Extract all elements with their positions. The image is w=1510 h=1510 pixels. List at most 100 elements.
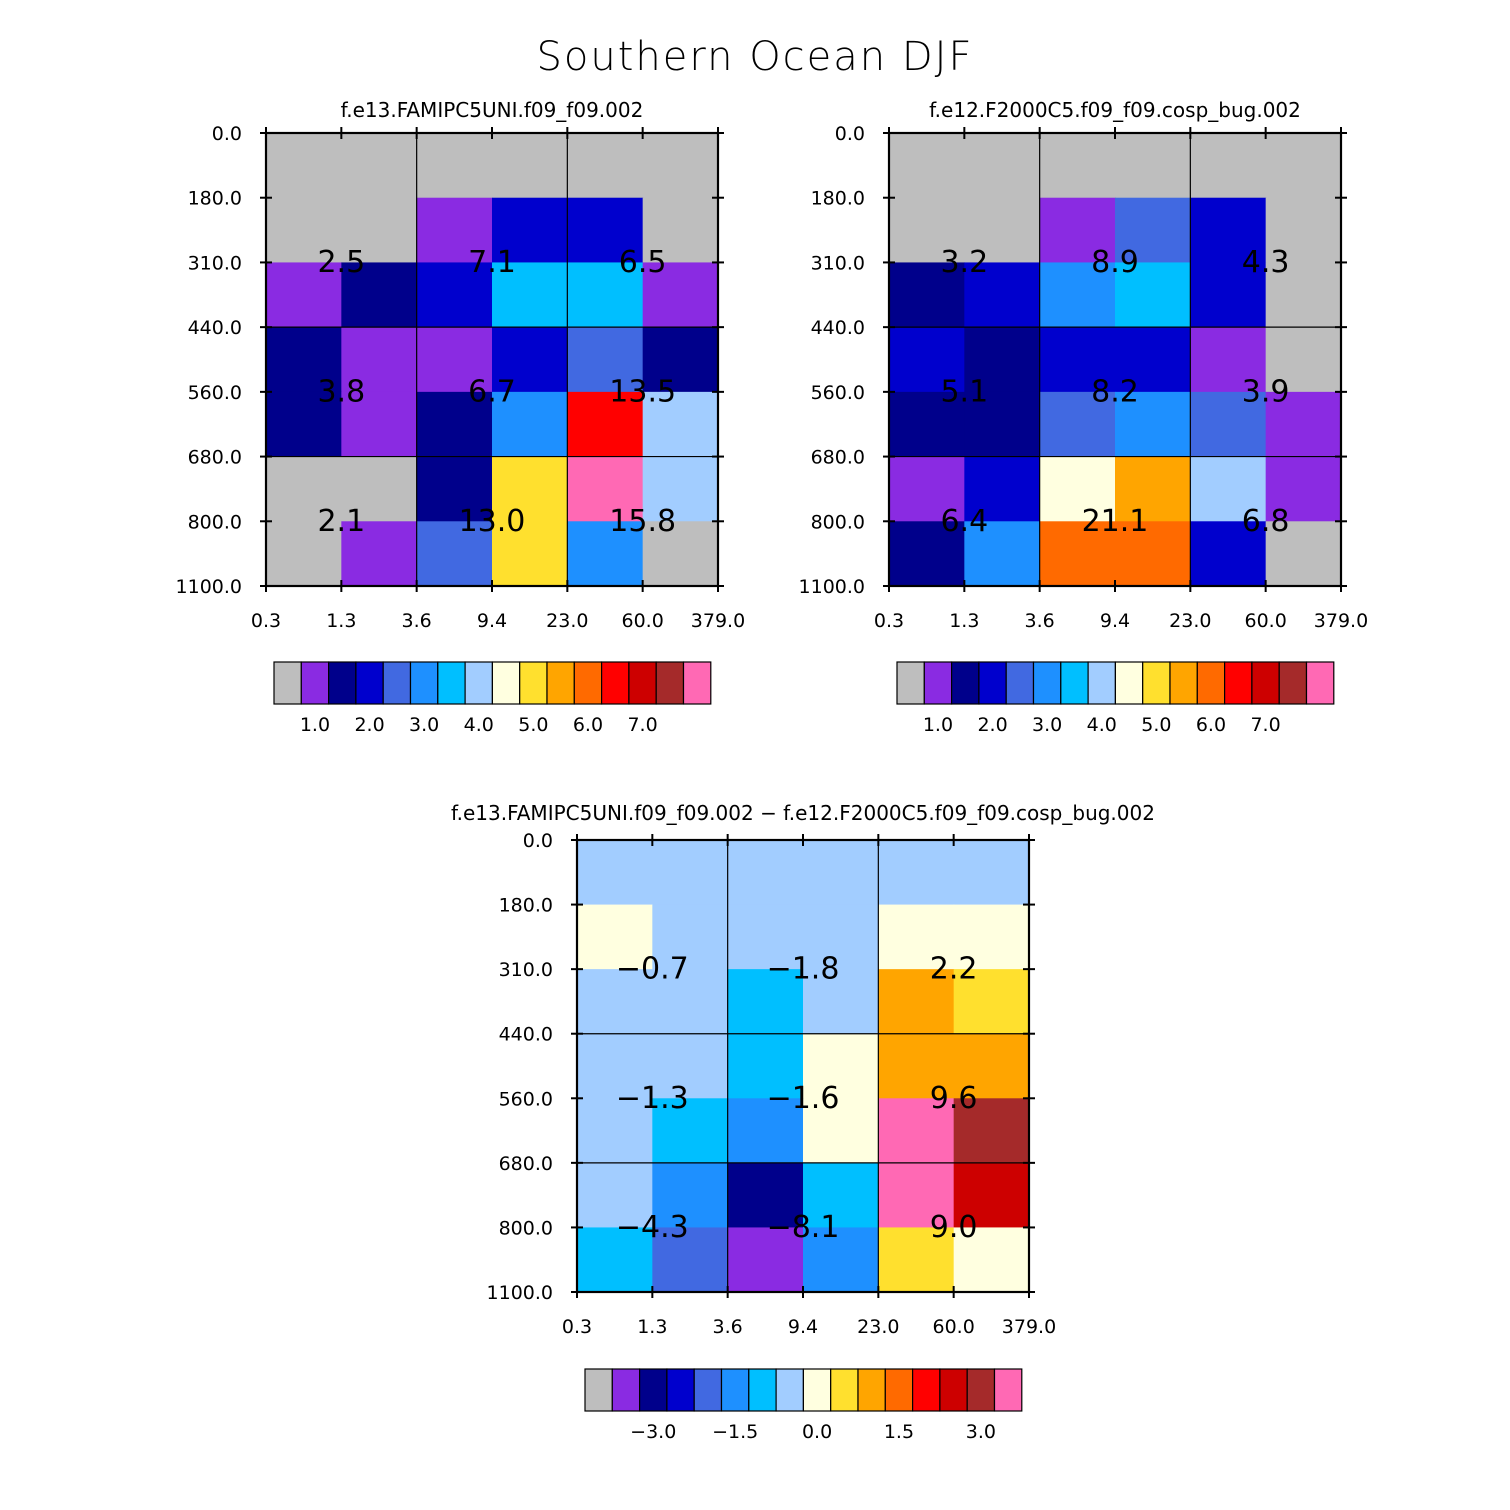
- heatmap-cell: [953, 904, 1030, 970]
- colorbar-swatch: [978, 661, 1007, 705]
- heatmap-cell: [567, 197, 644, 264]
- heatmap-cell: [492, 327, 568, 393]
- cell-value-label: −0.7: [616, 952, 689, 987]
- x-tick-label: 23.0: [1169, 610, 1211, 632]
- colorbar-swatch: [911, 1368, 941, 1412]
- colorbar-label: 4.0: [1087, 714, 1117, 736]
- y-tick-label: 310.0: [188, 252, 242, 274]
- heatmap-cell: [878, 904, 955, 970]
- heatmap-cell: [341, 262, 418, 328]
- colorbar-swatch: [328, 661, 357, 705]
- heatmap-cell: [1190, 391, 1267, 458]
- heatmap-cell: [964, 521, 1041, 587]
- heatmap-cell: [1265, 197, 1342, 264]
- colorbar: 1.0 2.0 3.0 4.0 5.0 6.0 7.0: [273, 661, 712, 736]
- heatmap-cell: [1115, 327, 1191, 393]
- heatmap-cell: [889, 133, 965, 199]
- cell-value-label: 9.0: [930, 1210, 978, 1245]
- x-tick-label: 60.0: [1245, 610, 1287, 632]
- heatmap-cell: [341, 133, 418, 199]
- heatmap-cell: [727, 1227, 804, 1293]
- heatmap-cell: [1190, 262, 1267, 328]
- x-tick-label: 379.0: [1002, 1316, 1056, 1338]
- cell-value-label: 3.8: [317, 374, 365, 409]
- y-tick-label: 1100.0: [176, 576, 242, 598]
- heatmap-cell: [889, 262, 965, 328]
- heatmap-cell: [416, 391, 493, 458]
- heatmap-cell: [964, 133, 1041, 199]
- y-tick-label: 1100.0: [487, 1282, 553, 1304]
- colorbar-swatch: [1305, 661, 1335, 705]
- heatmap-cell: [1039, 197, 1116, 264]
- y-tick-label: 440.0: [811, 317, 865, 339]
- x-tick-label: 9.4: [788, 1316, 818, 1338]
- heatmap-cell: [652, 1098, 729, 1164]
- cell-value-label: 13.0: [459, 504, 526, 539]
- cell-value-label: 6.7: [468, 374, 516, 409]
- x-tick-label: 379.0: [691, 610, 745, 632]
- heatmap-cell: [1115, 197, 1191, 264]
- heatmap-cell: [266, 327, 342, 393]
- colorbar-label: 6.0: [573, 714, 603, 736]
- colorbar-swatch: [830, 1368, 859, 1412]
- heatmap-cell: [416, 521, 493, 587]
- colorbar-swatch: [682, 661, 712, 705]
- colorbar-label: −3.0: [630, 1421, 676, 1443]
- cell-value-label: 6.5: [619, 245, 667, 280]
- x-tick-label: 3.6: [402, 610, 432, 632]
- cell-value-label: 9.6: [930, 1081, 978, 1116]
- colorbar-label: 1.5: [884, 1421, 914, 1443]
- heatmap-cell: [889, 197, 965, 264]
- heatmap-cell: [803, 1227, 879, 1293]
- x-tick-label: 379.0: [1314, 610, 1368, 632]
- colorbar: −3.0 −1.5 0.0 1.5 3.0: [584, 1368, 1023, 1443]
- heatmap-cell: [266, 521, 342, 587]
- y-tick-label: 680.0: [188, 447, 242, 469]
- heatmap-cell: [492, 391, 568, 458]
- heatmap-cell: [642, 327, 719, 393]
- colorbar-label: 3.0: [966, 1421, 996, 1443]
- colorbar-swatch: [1142, 661, 1171, 705]
- heatmap-cell: [416, 197, 493, 264]
- cell-value-label: 2.2: [930, 952, 978, 987]
- y-tick-label: 440.0: [499, 1024, 553, 1046]
- colorbar-swatch: [584, 1368, 613, 1412]
- heatmap-cell: [803, 1033, 879, 1099]
- heatmap-cell: [1039, 391, 1116, 458]
- colorbar-label: 6.0: [1196, 714, 1226, 736]
- cell-value-label: 3.9: [1242, 374, 1290, 409]
- heatmap-cell: [642, 133, 719, 199]
- heatmap-cell: [953, 1162, 1030, 1229]
- colorbar: 1.0 2.0 3.0 4.0 5.0 6.0 7.0: [896, 661, 1335, 736]
- colorbar-swatch: [273, 661, 302, 705]
- heatmap-plot: 0.0 180.0 310.0 440.0 560.0 680.0 800.0 1100.0 0…: [799, 123, 1369, 632]
- colorbar-swatch: [1114, 661, 1144, 705]
- heatmap-cell: [416, 327, 493, 393]
- heatmap-cell: [1039, 133, 1116, 199]
- colorbar-swatch: [857, 1368, 886, 1412]
- heatmap-cell: [727, 904, 804, 970]
- heatmap-cell: [953, 1227, 1030, 1293]
- heatmap-cell: [652, 1033, 729, 1099]
- heatmap-cell: [567, 262, 644, 328]
- colorbar-swatch: [491, 661, 521, 705]
- heatmap-cell: [577, 1162, 653, 1229]
- x-tick-label: 9.4: [1100, 610, 1130, 632]
- colorbar-swatch: [1251, 661, 1280, 705]
- heatmap-cell: [341, 391, 418, 458]
- heatmap-cell: [727, 1162, 804, 1229]
- colorbar-swatch: [720, 1368, 750, 1412]
- heatmap-cell: [652, 969, 729, 1035]
- x-tick-label: 60.0: [933, 1316, 975, 1338]
- cell-value-label: 7.1: [468, 245, 516, 280]
- heatmap-cell: [266, 262, 342, 328]
- heatmap-cell: [492, 521, 568, 587]
- heatmap-cell: [964, 456, 1041, 522]
- cell-value-label: 2.5: [317, 245, 365, 280]
- heatmap-cell: [1190, 133, 1267, 199]
- colorbar-label: 5.0: [1141, 714, 1171, 736]
- heatmap-cell: [341, 456, 418, 522]
- colorbar-swatch: [896, 661, 925, 705]
- cell-value-label: 3.2: [940, 245, 988, 280]
- heatmap-cell: [1265, 521, 1342, 587]
